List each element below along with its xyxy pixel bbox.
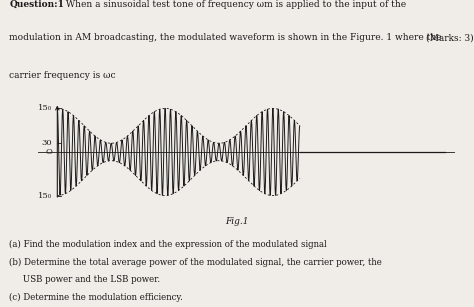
Text: 15₀: 15₀ bbox=[38, 104, 53, 112]
Text: (Marks: 3): (Marks: 3) bbox=[427, 33, 474, 42]
Text: carrier frequency is ωc: carrier frequency is ωc bbox=[9, 71, 116, 80]
Text: When a sinusoidal test tone of frequency ωm is applied to the input of the: When a sinusoidal test tone of frequency… bbox=[63, 0, 406, 9]
Text: (c) Determine the modulation efficiency.: (c) Determine the modulation efficiency. bbox=[9, 293, 183, 302]
Text: USB power and the LSB power.: USB power and the LSB power. bbox=[9, 275, 161, 284]
Text: (b) Determine the total average power of the modulated signal, the carrier power: (b) Determine the total average power of… bbox=[9, 258, 383, 267]
Text: Fig.1: Fig.1 bbox=[225, 216, 249, 226]
Text: 15₀: 15₀ bbox=[38, 192, 53, 200]
Text: (a) Find the modulation index and the expression of the modulated signal: (a) Find the modulation index and the ex… bbox=[9, 240, 327, 249]
Text: modulation in AM broadcasting, the modulated waveform is shown in the Figure. 1 : modulation in AM broadcasting, the modul… bbox=[9, 33, 442, 42]
Text: Question:1: Question:1 bbox=[9, 0, 64, 9]
Text: O: O bbox=[46, 148, 53, 156]
Text: 30: 30 bbox=[42, 139, 53, 147]
